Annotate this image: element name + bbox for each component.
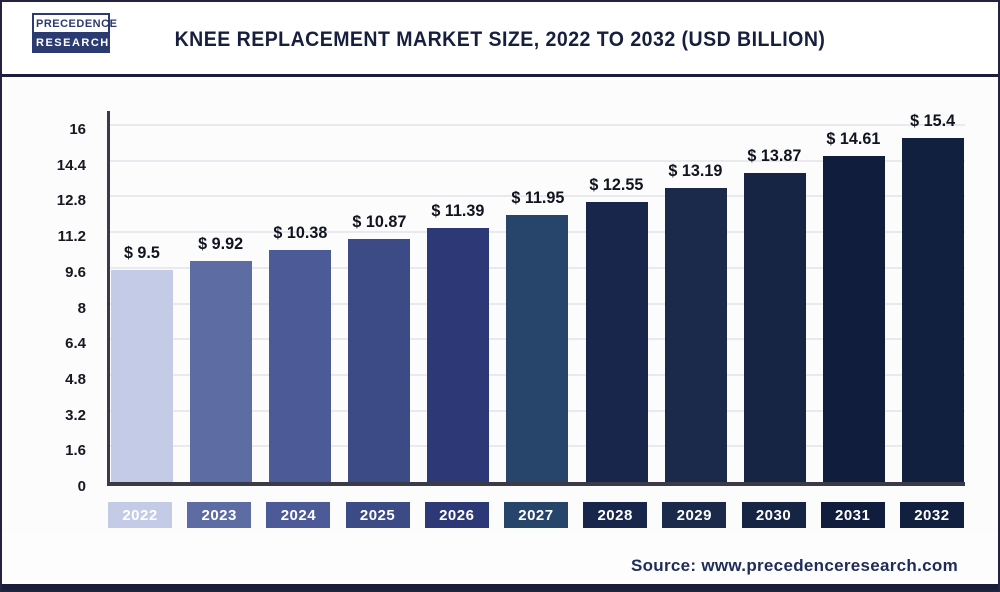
bar-2023	[190, 260, 253, 482]
bar-2030	[743, 172, 806, 482]
bar-value-label: $ 10.87	[352, 212, 407, 232]
bar-column-2026: $ 11.39	[427, 200, 490, 482]
y-tick-label: 11.2	[57, 228, 86, 246]
y-tick-label: 3.2	[65, 406, 86, 424]
year-chip-2024: 2024	[266, 502, 331, 528]
bar-value-label: $ 13.87	[747, 145, 802, 165]
year-chip-2026: 2026	[424, 502, 489, 528]
bar-column-2030: $ 13.87	[743, 145, 806, 482]
year-chip-2022: 2022	[108, 502, 172, 528]
plot-area: $ 9.5 $ 9.92 $ 10.38 $ 10.87 $ 11.39 $ 11.95 $…	[107, 111, 965, 486]
year-chip-2028: 2028	[583, 502, 648, 528]
source-credit: Source: www.precedenceresearch.com	[630, 556, 958, 575]
bottom-accent-bar	[2, 584, 998, 590]
y-axis-tick-labels: 0 1.6 3.2 4.8 6.4 8 9.6 11.2 12.8 14.4 16	[2, 111, 100, 495]
x-axis-year-labels: 2022 2023 2024 2025 2026 2027 2028 2029 2030 2031…	[107, 502, 965, 528]
bar-column-2032: $ 15.4	[901, 111, 964, 482]
bar-column-2024: $ 10.38	[269, 223, 332, 482]
year-chip-2030: 2030	[741, 502, 806, 528]
bar-2025	[348, 239, 411, 482]
year-chip-2023: 2023	[187, 502, 252, 528]
bar-column-2031: $ 14.61	[822, 129, 885, 482]
gridline	[110, 124, 965, 126]
y-tick-label: 14.4	[56, 156, 86, 174]
bar-value-label: $ 9.92	[198, 233, 244, 253]
year-chip-2032: 2032	[899, 502, 964, 528]
logo-word-research: RESEARCH	[32, 34, 110, 53]
bar-2022	[111, 270, 173, 482]
bar-value-label: $ 10.38	[273, 223, 328, 243]
bar-2029	[664, 187, 727, 482]
bar-value-label: $ 11.95	[510, 188, 564, 208]
bar-value-label: $ 15.4	[910, 111, 956, 131]
y-tick-label: 16	[69, 121, 86, 138]
bar-value-label: $ 13.19	[668, 160, 723, 180]
y-tick-label: 8	[77, 299, 86, 317]
bar-2026	[427, 227, 490, 482]
bar-column-2029: $ 13.19	[664, 160, 727, 482]
gridline	[110, 159, 965, 162]
bar-value-label: $ 11.39	[431, 200, 485, 220]
precedence-research-logo: PRECEDENCE RESEARCH	[32, 13, 117, 53]
y-tick-label: 6.4	[65, 335, 86, 353]
bar-column-2025: $ 10.87	[348, 212, 411, 482]
bar-2028	[585, 201, 648, 482]
bar-column-2022: $ 9.5	[111, 243, 173, 482]
gridline	[110, 195, 965, 198]
bar-column-2023: $ 9.92	[190, 233, 253, 482]
y-tick-label: 0	[77, 478, 86, 495]
bar-2024	[269, 250, 332, 482]
year-chip-2031: 2031	[820, 502, 885, 528]
y-tick-label: 4.8	[65, 370, 86, 388]
header: PRECEDENCE RESEARCH KNEE REPLACEMENT MAR…	[2, 2, 998, 77]
bar-value-label: $ 14.61	[826, 129, 881, 149]
bar-column-2028: $ 12.55	[585, 174, 648, 482]
y-tick-label: 9.6	[65, 263, 86, 281]
bar-2027	[506, 215, 569, 482]
bar-series: $ 9.5 $ 9.92 $ 10.38 $ 10.87 $ 11.39 $ 11.95 $…	[110, 111, 965, 482]
bar-column-2027: $ 11.95	[506, 188, 569, 482]
y-tick-label: 12.8	[56, 192, 86, 210]
bar-value-label: $ 9.5	[124, 243, 160, 263]
year-chip-2027: 2027	[503, 502, 568, 528]
logo-word-precedence: PRECEDENCE	[32, 13, 117, 34]
bar-2031	[822, 156, 885, 482]
bar-2032	[901, 138, 964, 482]
bar-value-label: $ 12.55	[589, 174, 644, 194]
year-chip-2025: 2025	[345, 502, 410, 528]
y-tick-label: 1.6	[65, 442, 86, 460]
chart-title: KNEE REPLACEMENT MARKET SIZE, 2022 TO 20…	[174, 28, 826, 51]
year-chip-2029: 2029	[662, 502, 727, 528]
bar-chart: 0 1.6 3.2 4.8 6.4 8 9.6 11.2 12.8 14.4 16 $ 9.5 $ 9…	[2, 77, 998, 532]
